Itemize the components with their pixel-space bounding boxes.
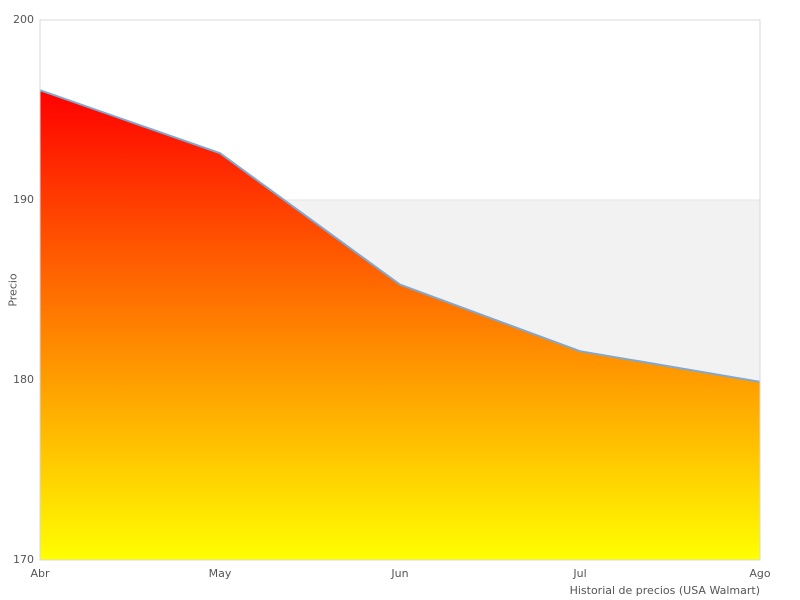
x-axis-label-abr: Abr	[30, 567, 50, 580]
price-area-series	[40, 90, 760, 560]
y-axis-tick-200: 200	[13, 13, 34, 26]
x-axis-label-jun: Jun	[391, 567, 409, 580]
price-line-series	[39, 89, 761, 383]
plot-border	[39, 19, 761, 561]
x-axis-label-jul: Jul	[573, 567, 587, 580]
y-axis-tick-190: 190	[13, 193, 34, 206]
y-axis-title: Precio	[6, 273, 20, 307]
x-axis-label-may: May	[208, 567, 232, 580]
chart-caption: Historial de precios (USA Walmart)	[569, 584, 760, 597]
y-axis-tick-170: 170	[13, 553, 34, 566]
x-axis-label-ago: Ago	[749, 567, 771, 580]
y-axis-tick-180: 180	[13, 373, 34, 386]
